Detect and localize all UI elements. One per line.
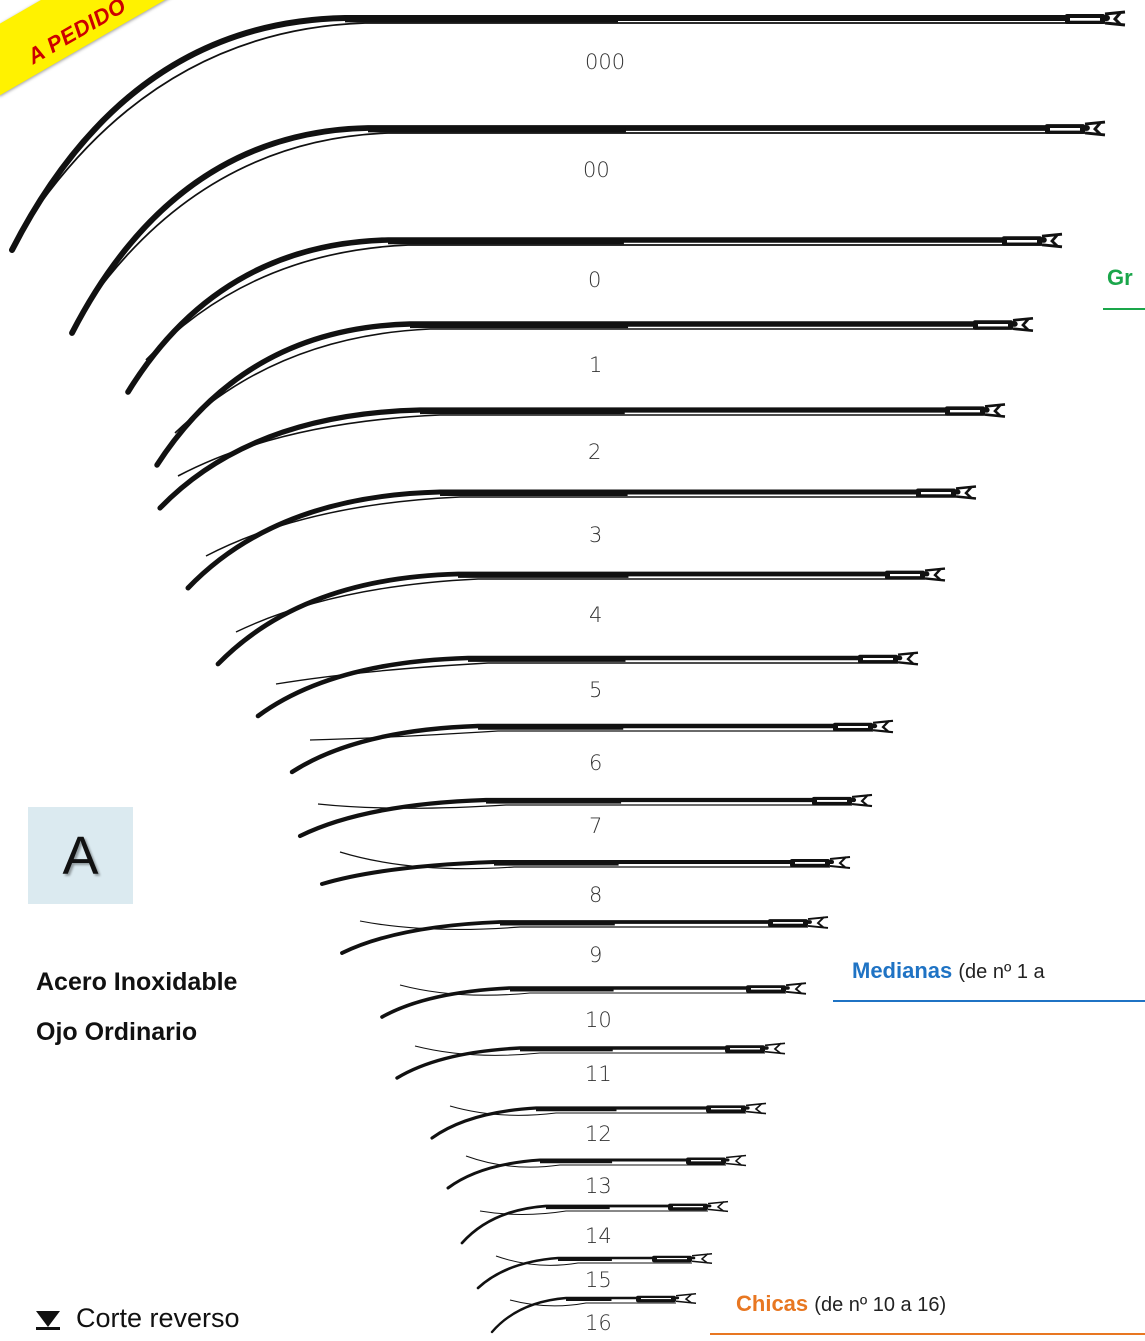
needle-size-label: 000 xyxy=(585,50,626,74)
eye-type-label: Ojo Ordinario xyxy=(36,1018,198,1046)
needle-12 xyxy=(380,982,807,1019)
needle-2 xyxy=(125,232,1063,395)
needle-size-label: 8 xyxy=(589,883,603,907)
category-large-rule xyxy=(1103,308,1145,310)
needle-size-label: 10 xyxy=(585,1008,612,1032)
needle-9 xyxy=(297,793,873,839)
needle-size-label: 13 xyxy=(585,1174,612,1198)
category-medium-range: (de nº 1 a xyxy=(958,961,1045,983)
needle-3 xyxy=(154,316,1034,468)
category-medium-label: Medianas xyxy=(852,958,953,983)
needle-size-label: 3 xyxy=(589,523,603,547)
needle-size-label: 12 xyxy=(585,1122,612,1146)
needle-size-label: 16 xyxy=(585,1311,612,1335)
needle-18 xyxy=(490,1293,697,1334)
needle-size-label: 9 xyxy=(589,943,603,967)
needle-size-label: 7 xyxy=(589,814,603,838)
reverse-cut-triangle-icon xyxy=(36,1310,60,1330)
category-small-rule xyxy=(710,1333,1145,1335)
category-large-label: Gr xyxy=(1107,265,1133,290)
type-letter-box: A xyxy=(28,807,133,904)
needle-14 xyxy=(430,1102,767,1140)
needle-size-label: 11 xyxy=(585,1062,612,1086)
needle-size-label: 0 xyxy=(588,268,602,292)
needle-10 xyxy=(320,851,851,886)
needle-0 xyxy=(9,10,1126,253)
needle-15 xyxy=(446,1154,747,1190)
needle-size-label: 6 xyxy=(589,751,603,775)
needle-size-label: 5 xyxy=(589,678,603,702)
legend: Corte reverso xyxy=(36,1303,240,1334)
needle-6 xyxy=(215,567,946,667)
needle-size-label: 14 xyxy=(585,1224,612,1248)
needle-8 xyxy=(289,719,894,775)
type-letter: A xyxy=(62,825,99,886)
needle-size-label: 15 xyxy=(585,1268,612,1292)
category-medium-rule xyxy=(833,1000,1145,1002)
needle-7 xyxy=(255,651,919,719)
category-medium: Medianas (de nº 1 a xyxy=(852,958,1045,984)
needle-5 xyxy=(185,485,977,591)
needle-17 xyxy=(476,1252,713,1290)
needle-4 xyxy=(157,403,1006,511)
category-small-label: Chicas xyxy=(736,1291,809,1316)
needle-size-label: 00 xyxy=(583,158,610,182)
legend-label: Corte reverso xyxy=(76,1303,240,1333)
needle-1 xyxy=(69,120,1106,336)
category-small: Chicas (de nº 10 a 16) xyxy=(736,1291,946,1317)
needle-size-label: 1 xyxy=(589,353,603,377)
category-large: Gr xyxy=(1107,265,1133,291)
needle-size-label: 2 xyxy=(588,440,602,464)
needle-13 xyxy=(395,1042,786,1080)
needle-size-label: 4 xyxy=(589,603,603,627)
needle-11 xyxy=(340,916,829,955)
category-small-range: (de nº 10 a 16) xyxy=(814,1294,947,1316)
needle-16 xyxy=(460,1200,729,1245)
material-label: Acero Inoxidable xyxy=(36,968,238,996)
